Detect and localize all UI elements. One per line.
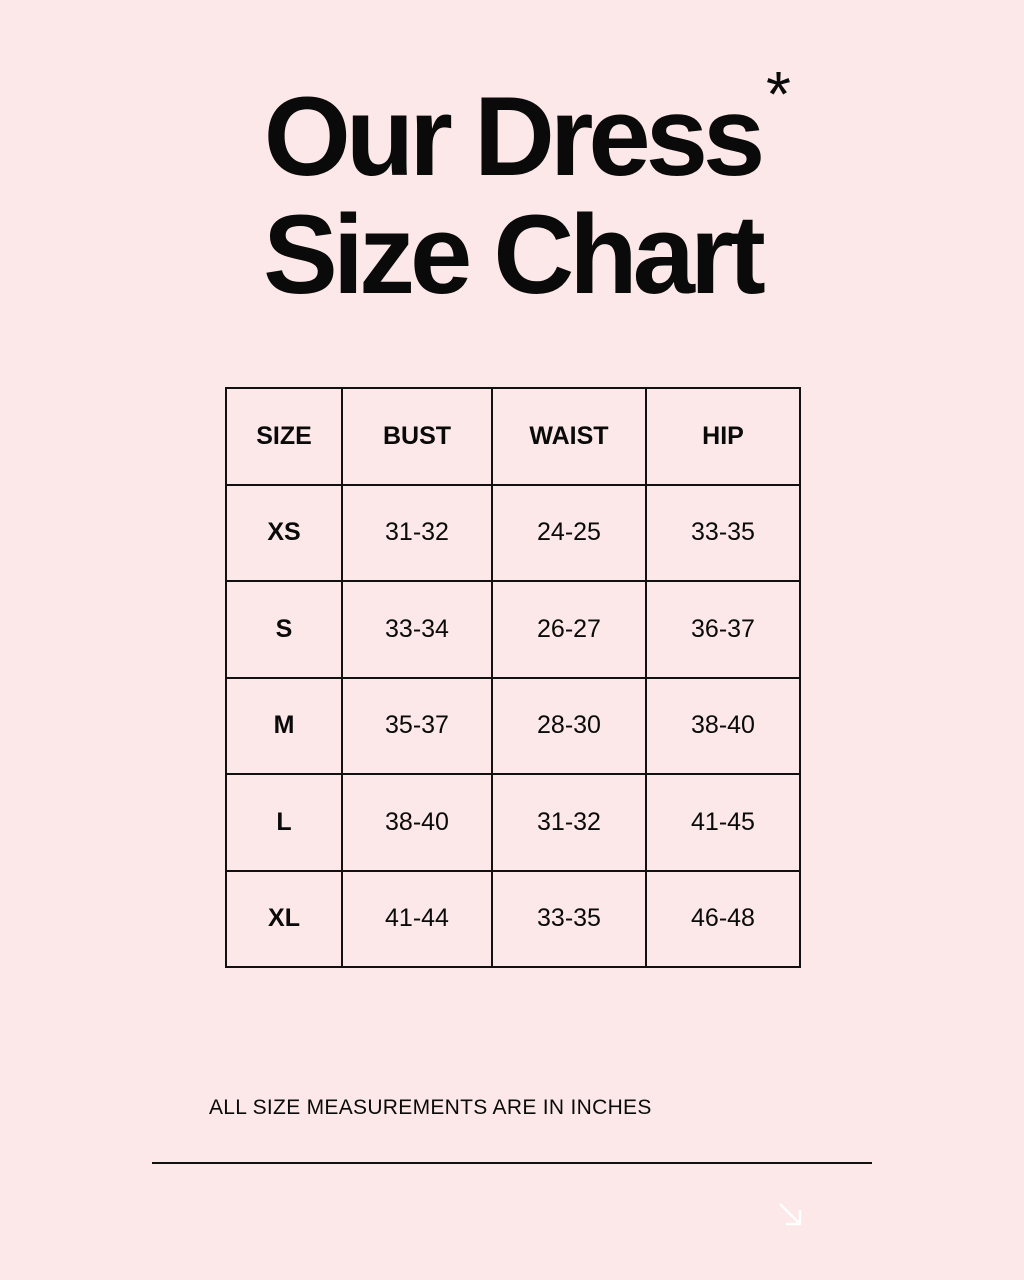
cell-size: XL	[225, 869, 343, 968]
cell-hip: 33-35	[645, 483, 801, 582]
cell-waist: 26-27	[491, 580, 647, 679]
table-header-row: SIZE BUST WAIST HIP	[225, 387, 801, 486]
cell-hip: 36-37	[645, 580, 801, 679]
page-title: Our Dress Size Chart	[0, 78, 1024, 314]
header-size: SIZE	[225, 387, 343, 486]
table-row: L 38-40 31-32 41-45	[225, 773, 801, 872]
cell-bust: 31-32	[341, 483, 493, 582]
measurement-note: ALL SIZE MEASUREMENTS ARE IN INCHES	[209, 1096, 652, 1119]
arrow-down-right-icon	[779, 1203, 802, 1226]
cell-size: M	[225, 676, 343, 775]
cell-size: L	[225, 773, 343, 872]
table-row: XS 31-32 24-25 33-35	[225, 483, 801, 582]
asterisk-mark: *	[766, 58, 791, 130]
cell-hip: 46-48	[645, 869, 801, 968]
cell-bust: 38-40	[341, 773, 493, 872]
cell-hip: 41-45	[645, 773, 801, 872]
size-table: SIZE BUST WAIST HIP XS 31-32 24-25 33-35…	[225, 387, 801, 968]
cell-size: S	[225, 580, 343, 679]
cell-bust: 35-37	[341, 676, 493, 775]
header-waist: WAIST	[491, 387, 647, 486]
title-line-1: Our Dress	[263, 74, 766, 199]
cell-waist: 24-25	[491, 483, 647, 582]
cell-bust: 41-44	[341, 869, 493, 968]
header-bust: BUST	[341, 387, 493, 486]
table-row: XL 41-44 33-35 46-48	[225, 869, 801, 968]
header-hip: HIP	[645, 387, 801, 486]
cell-bust: 33-34	[341, 580, 493, 679]
cell-hip: 38-40	[645, 676, 801, 775]
cell-size: XS	[225, 483, 343, 582]
table-row: M 35-37 28-30 38-40	[225, 676, 801, 775]
divider	[152, 1162, 872, 1164]
table-row: S 33-34 26-27 36-37	[225, 580, 801, 679]
cell-waist: 33-35	[491, 869, 647, 968]
title-line-2: Size Chart	[263, 192, 766, 317]
cell-waist: 31-32	[491, 773, 647, 872]
cell-waist: 28-30	[491, 676, 647, 775]
